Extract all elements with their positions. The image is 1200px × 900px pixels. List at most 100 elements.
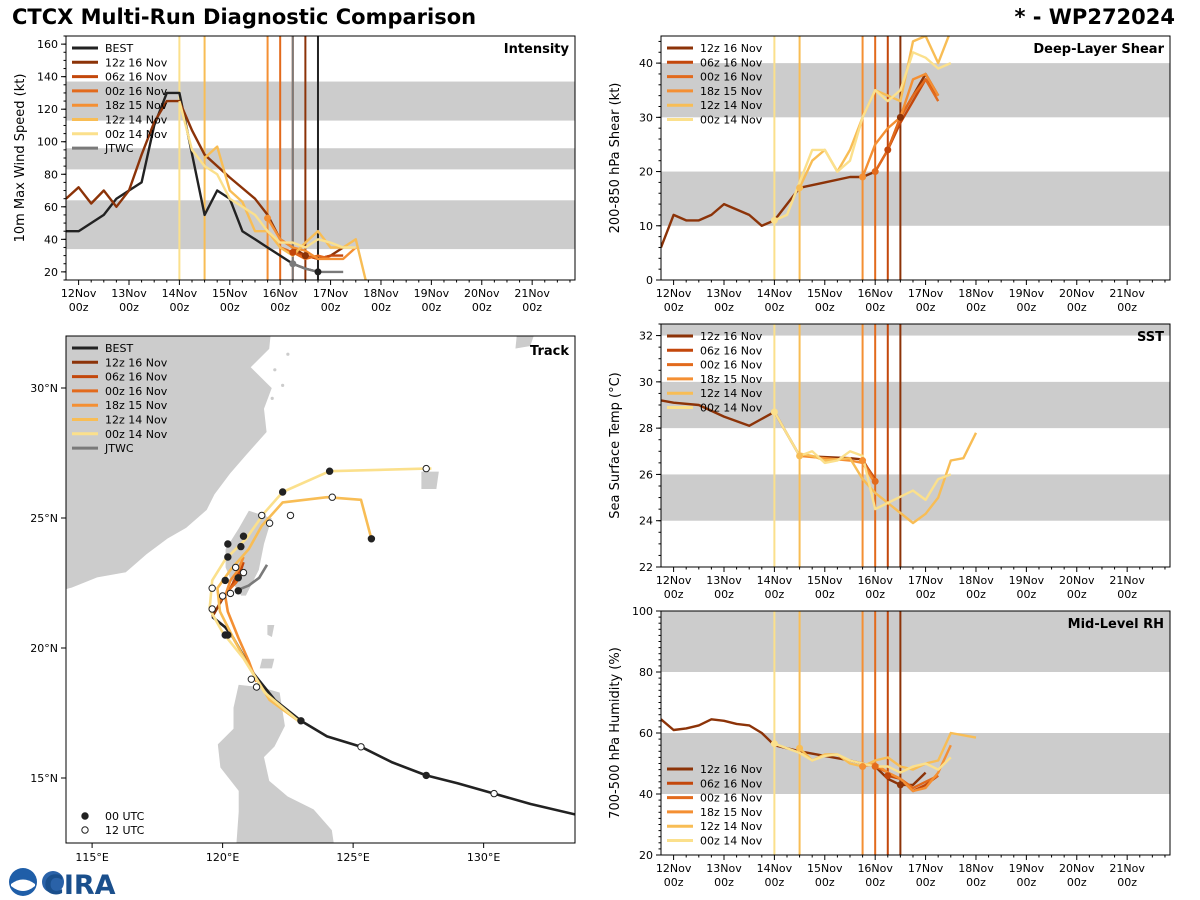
data-point <box>796 744 804 752</box>
track-marker-12utc <box>247 675 256 683</box>
x-tick-sublabel: 00z <box>714 301 734 314</box>
axes-frame <box>660 323 1171 568</box>
legend-label: 00z 16 Nov <box>105 385 168 398</box>
x-tick-label: 13Nov <box>706 862 742 875</box>
x-tick-sublabel: 00z <box>815 301 835 314</box>
track-marker-12utc <box>208 584 216 592</box>
track-marker-12utc <box>357 743 365 751</box>
y-tick-label: 40 <box>639 788 653 801</box>
y-tick-label: 100 <box>37 136 58 149</box>
noaa-gull-icon <box>11 879 35 891</box>
x-tick-sublabel: 00z <box>865 876 885 889</box>
x-tick-sublabel: 00z <box>1117 876 1137 889</box>
y-tick-label: 28 <box>639 422 653 435</box>
x-tick-sublabel: 00z <box>1117 588 1137 601</box>
legend-label: 18z 15 Nov <box>105 99 168 112</box>
track-marker-00utc <box>221 576 229 585</box>
threshold-band <box>66 200 575 250</box>
legend-label: 00z 14 Nov <box>700 402 763 415</box>
data-point <box>859 173 867 181</box>
track-line <box>223 556 258 683</box>
x-tick-label: 15Nov <box>212 287 248 300</box>
legend-label: 12z 14 Nov <box>105 114 168 127</box>
x-tick-sublabel: 00z <box>966 588 986 601</box>
x-tick-label: 13Nov <box>706 287 742 300</box>
small-island <box>270 396 274 400</box>
y-tick-label: 30 <box>639 376 653 389</box>
x-tick-sublabel: 00z <box>765 588 785 601</box>
x-tick-sublabel: 00z <box>966 301 986 314</box>
panel-sst: 22242628303212Nov00z13Nov00z14Nov00z15No… <box>608 323 1171 601</box>
x-tick-label: 20Nov <box>464 287 500 300</box>
okinawa-island <box>420 470 440 490</box>
x-tick-sublabel: 00z <box>664 876 684 889</box>
x-tick-sublabel: 00z <box>1016 301 1036 314</box>
x-tick-label: 19Nov <box>1009 287 1045 300</box>
x-tick-label: 16Nov <box>857 287 893 300</box>
y-tick-label: 80 <box>44 168 58 181</box>
babuyan-island <box>258 658 276 670</box>
data-point <box>770 216 778 224</box>
x-tick-sublabel: 00z <box>815 876 835 889</box>
legend-label: 12z 16 Nov <box>700 763 763 776</box>
storm-id: * - WP272024 <box>1014 5 1175 29</box>
legend-label: 06z 16 Nov <box>700 344 763 357</box>
x-tick-label: 16Nov <box>857 862 893 875</box>
track-line <box>235 564 269 593</box>
series-line <box>773 411 952 511</box>
y-tick-label: 20°N <box>30 642 58 655</box>
cira-wordmark: CIRA <box>44 870 116 898</box>
y-tick-label: 24 <box>639 515 653 528</box>
threshold-band <box>66 81 575 121</box>
map-area <box>66 336 575 843</box>
y-axis-label: 10m Max Wind Speed (kt) <box>13 74 28 243</box>
x-tick-label: 16Nov <box>857 574 893 587</box>
x-tick-label: 15Nov <box>807 287 843 300</box>
x-tick-label: 17Nov <box>908 574 944 587</box>
track-marker-00utc <box>297 717 305 725</box>
x-tick-label: 12Nov <box>656 862 692 875</box>
track-marker-12utc <box>226 589 235 598</box>
x-tick-label: 13Nov <box>111 287 147 300</box>
legend-label: 06z 16 Nov <box>105 71 168 84</box>
track-marker-00utc <box>239 532 248 540</box>
x-tick-label: 12Nov <box>61 287 97 300</box>
x-tick-sublabel: 00z <box>815 588 835 601</box>
data-point <box>314 268 322 276</box>
x-tick-label: 14Nov <box>757 574 793 587</box>
track-marker-00utc <box>278 488 287 496</box>
series-line <box>266 217 357 261</box>
track-marker-12utc <box>490 789 498 798</box>
x-tick-sublabel: 00z <box>765 301 785 314</box>
data-point <box>884 772 892 780</box>
legend-label: JTWC <box>104 142 134 155</box>
x-tick-label: 14Nov <box>162 287 198 300</box>
x-tick-sublabel: 00z <box>321 301 341 314</box>
small-island <box>286 352 290 356</box>
legend-label: BEST <box>105 342 133 355</box>
panel-rh: 2040608010012Nov00z13Nov00z14Nov00z15Nov… <box>608 605 1171 889</box>
track-marker-12utc <box>265 519 274 527</box>
track-marker-12utc <box>239 568 248 577</box>
y-axis-label: 200-850 hPa Shear (kt) <box>608 83 623 234</box>
x-tick-label: 20Nov <box>1059 287 1095 300</box>
y-tick-label: 140 <box>37 71 58 84</box>
x-tick-label: 21Nov <box>1109 287 1145 300</box>
legend-label: 12z 14 Nov <box>700 99 763 112</box>
track-marker-12utc <box>252 683 261 691</box>
batanes-island <box>266 624 276 639</box>
y-tick-label: 15°N <box>30 772 58 785</box>
data-point <box>859 457 867 465</box>
x-tick-sublabel: 00z <box>714 876 734 889</box>
threshold-band <box>661 324 1170 336</box>
y-axis-label: Sea Surface Temp (°C) <box>608 372 623 519</box>
x-tick-label: 19Nov <box>1009 862 1045 875</box>
panel-title: SST <box>1137 330 1164 345</box>
cira-noaa-logo: CIRA <box>9 868 116 898</box>
series-line <box>178 100 356 249</box>
x-tick-sublabel: 00z <box>270 301 290 314</box>
x-tick-sublabel: 00z <box>1016 588 1036 601</box>
x-tick-sublabel: 00z <box>865 588 885 601</box>
